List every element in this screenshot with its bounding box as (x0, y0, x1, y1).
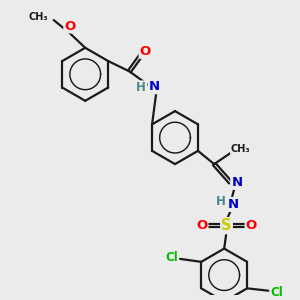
Text: N: N (228, 198, 239, 211)
Text: N: N (148, 80, 160, 93)
Text: CH₃: CH₃ (29, 12, 48, 22)
Text: S: S (221, 218, 232, 233)
Text: H: H (136, 81, 146, 94)
Text: O: O (140, 45, 151, 58)
Text: O: O (64, 20, 76, 32)
Text: H: H (216, 195, 226, 208)
Text: CH₃: CH₃ (231, 144, 250, 154)
Text: N: N (231, 176, 242, 189)
Text: O: O (246, 219, 257, 232)
Text: Cl: Cl (165, 251, 178, 264)
Text: Cl: Cl (271, 286, 284, 299)
Text: O: O (196, 219, 207, 232)
